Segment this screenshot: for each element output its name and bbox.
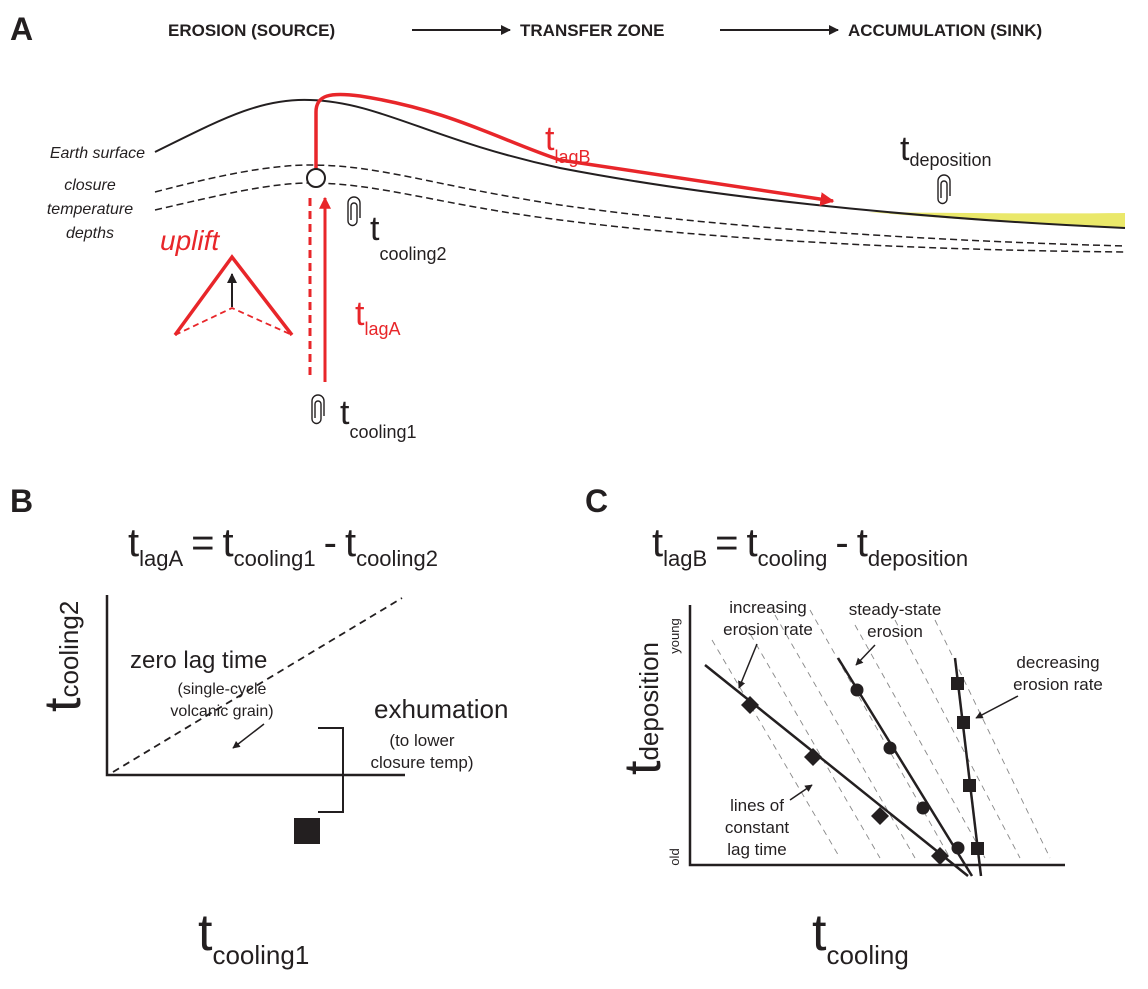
- t-sub: cooling: [826, 940, 908, 970]
- t-main: t: [857, 521, 868, 565]
- t-sub: cooling2: [356, 546, 438, 571]
- axis-end-label: young: [667, 618, 682, 653]
- t-sub: cooling1: [349, 422, 416, 442]
- t-sub: cooling: [758, 546, 828, 571]
- t-sub: cooling1: [212, 940, 309, 970]
- increasing-label: erosion rate: [723, 620, 813, 639]
- t-deposition: tdeposition: [900, 130, 992, 170]
- x-axis-label: tcooling1: [198, 904, 309, 970]
- t-sub: lagB: [554, 147, 590, 167]
- constant-lag-label: constant: [725, 818, 790, 837]
- exhumation-label: exhumation: [374, 694, 508, 724]
- t-sub: lagB: [663, 546, 707, 571]
- flow-label: TRANSFER ZONE: [520, 21, 665, 40]
- t-main: t: [812, 904, 827, 962]
- closure-depth: [155, 165, 1125, 246]
- t-sub: deposition: [634, 642, 664, 761]
- panel-label: A: [10, 11, 33, 47]
- t-sub: lagA: [364, 319, 400, 339]
- pointer-arrow: [739, 644, 757, 688]
- sample-icon: [348, 197, 360, 226]
- t-sub: cooling2: [379, 244, 446, 264]
- surface-label: Earth surface: [50, 145, 145, 162]
- decreasing-label: erosion rate: [1013, 675, 1103, 694]
- closure-label: closure: [64, 177, 116, 194]
- figure: A EROSION (SOURCE) TRANSFER ZONE ACCUMUL…: [0, 0, 1148, 989]
- t-sub: deposition: [868, 546, 968, 571]
- t-main: t: [747, 521, 758, 565]
- t-main: t: [345, 521, 356, 565]
- t-main: t: [223, 521, 234, 565]
- t-main: t: [198, 904, 213, 962]
- flow-label: ACCUMULATION (SINK): [848, 21, 1042, 40]
- x-axis-label: tcooling: [812, 904, 909, 970]
- y-axis-label: tdeposition: [614, 642, 672, 775]
- exhumation-note: closure temp): [371, 753, 474, 772]
- t-main: t: [370, 210, 380, 248]
- pointer-arrow: [790, 785, 812, 800]
- steady-label: steady-state: [849, 600, 942, 619]
- t-cooling2: tcooling2: [370, 210, 447, 264]
- constant-lag-label: lines of: [730, 796, 784, 815]
- pointer-arrow: [233, 724, 264, 748]
- flow-label: EROSION (SOURCE): [168, 21, 335, 40]
- sample-icon: [938, 175, 950, 204]
- zero-lag-note: (single-cycle: [178, 681, 267, 698]
- axis-end-label: old: [667, 848, 682, 865]
- t-sub: cooling1: [234, 546, 316, 571]
- decreasing-label: decreasing: [1016, 653, 1099, 672]
- t-main: t: [652, 521, 663, 565]
- steady-label: erosion: [867, 622, 923, 641]
- t-main: t: [128, 521, 139, 565]
- panel-label: B: [10, 483, 33, 519]
- sample-marker: [294, 818, 320, 844]
- operator: -: [324, 521, 337, 565]
- zero-lag-label: zero lag time: [130, 647, 267, 674]
- equation: tlagA=tcooling1-tcooling2: [128, 521, 438, 571]
- t-sub: lagA: [139, 546, 183, 571]
- operator: =: [191, 521, 214, 565]
- operator: -: [835, 521, 848, 565]
- t-lagA: tlagA: [355, 295, 400, 339]
- exhumation-bracket: [318, 728, 343, 812]
- zero-lag-note: volcanic grain): [170, 703, 273, 720]
- closure-label: temperature: [47, 201, 133, 218]
- t-sub: deposition: [909, 150, 991, 170]
- increasing-label: increasing: [729, 598, 807, 617]
- closure-label: depths: [66, 225, 114, 242]
- constant-lag-label: lag time: [727, 840, 787, 859]
- equation: tlagB=tcooling-tdeposition: [652, 521, 968, 571]
- operator: =: [715, 521, 738, 565]
- t-main: t: [34, 697, 92, 712]
- uplift-label: uplift: [160, 225, 220, 256]
- pointer-arrow: [976, 696, 1018, 718]
- y-axis-label: tcooling2: [34, 601, 92, 712]
- grain: [307, 169, 325, 187]
- uplift-wedge: [175, 257, 292, 335]
- t-cooling1: tcooling1: [340, 394, 417, 442]
- t-lagB: tlagB: [545, 120, 590, 167]
- panel-label: C: [585, 483, 608, 519]
- page: { "panel_a": { "label": "A", "flow": ["E…: [0, 0, 1148, 989]
- t-sub: cooling2: [54, 601, 84, 698]
- sample-icon: [312, 395, 324, 424]
- t-main: t: [614, 760, 672, 775]
- exhumation-note: (to lower: [389, 731, 455, 750]
